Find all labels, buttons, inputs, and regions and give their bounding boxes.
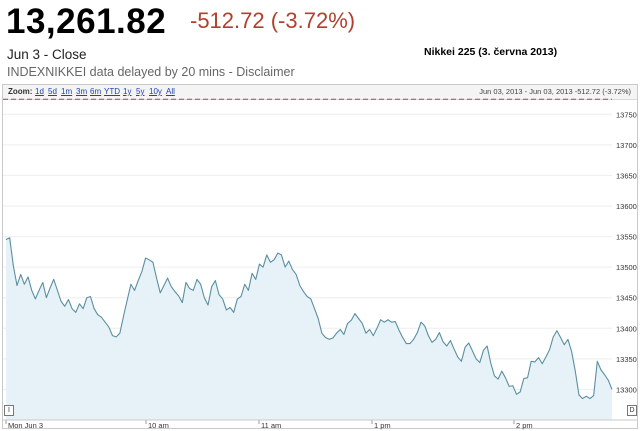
y-tick-label: 13750 bbox=[616, 110, 637, 119]
y-tick-label: 13550 bbox=[616, 233, 637, 242]
zoom-6m[interactable]: 6m bbox=[90, 87, 102, 96]
date-close-label: Jun 3 - Close bbox=[7, 47, 87, 62]
x-tick-label: 11 am bbox=[261, 421, 281, 430]
x-tick-label: Mon Jun 3 bbox=[8, 421, 43, 430]
y-tick-label: 13500 bbox=[616, 263, 637, 272]
zoom-1m[interactable]: 1m bbox=[61, 87, 73, 96]
current-price: 13,261.82 bbox=[6, 2, 167, 41]
x-tick-label: 2 pm bbox=[516, 421, 533, 430]
delay-disclaimer[interactable]: INDEXNIKKEI data delayed by 20 mins - Di… bbox=[7, 65, 295, 79]
y-tick-label: 13650 bbox=[616, 171, 637, 180]
y-tick-label: 13450 bbox=[616, 294, 637, 303]
y-tick-label: 13400 bbox=[616, 324, 637, 333]
zoom-all[interactable]: All bbox=[166, 87, 175, 96]
x-tick-label: 10 am bbox=[148, 421, 169, 430]
y-tick-label: 13700 bbox=[616, 141, 637, 150]
zoom-5y[interactable]: 5y bbox=[136, 87, 145, 96]
zoom-ytd[interactable]: YTD bbox=[104, 87, 120, 96]
price-area-fill bbox=[6, 237, 612, 420]
x-tick-label: 1 pm bbox=[374, 421, 391, 430]
zoom-bar: Zoom: 1d 5d 1m 3m 6m YTD 1y 5y 10y All J… bbox=[3, 85, 637, 100]
left-range-handle[interactable]: I bbox=[4, 405, 14, 416]
zoom-label: Zoom: bbox=[8, 87, 33, 96]
zoom-5d[interactable]: 5d bbox=[48, 87, 57, 96]
zoom-range-text: Jun 03, 2013 - Jun 03, 2013 -512.72 (-3.… bbox=[479, 87, 631, 96]
zoom-3m[interactable]: 3m bbox=[76, 87, 88, 96]
price-change: -512.72 (-3.72%) bbox=[190, 8, 356, 33]
x-axis-ticks: Mon Jun 3 10 am 11 am 1 pm 2 pm bbox=[5, 420, 533, 430]
chart-title: Nikkei 225 (3. června 2013) bbox=[424, 46, 558, 58]
y-tick-label: 13300 bbox=[616, 385, 637, 394]
zoom-10y[interactable]: 10y bbox=[149, 87, 162, 96]
price-line bbox=[5, 237, 613, 400]
right-range-handle[interactable]: D bbox=[627, 405, 637, 416]
zoom-1d[interactable]: 1d bbox=[35, 87, 44, 96]
y-tick-label: 13600 bbox=[616, 202, 637, 211]
zoom-1y[interactable]: 1y bbox=[123, 87, 132, 96]
y-tick-label: 13350 bbox=[616, 355, 637, 364]
y-axis-ticks: 13300 13350 13400 13450 13500 13550 13600 13650… bbox=[616, 110, 637, 394]
